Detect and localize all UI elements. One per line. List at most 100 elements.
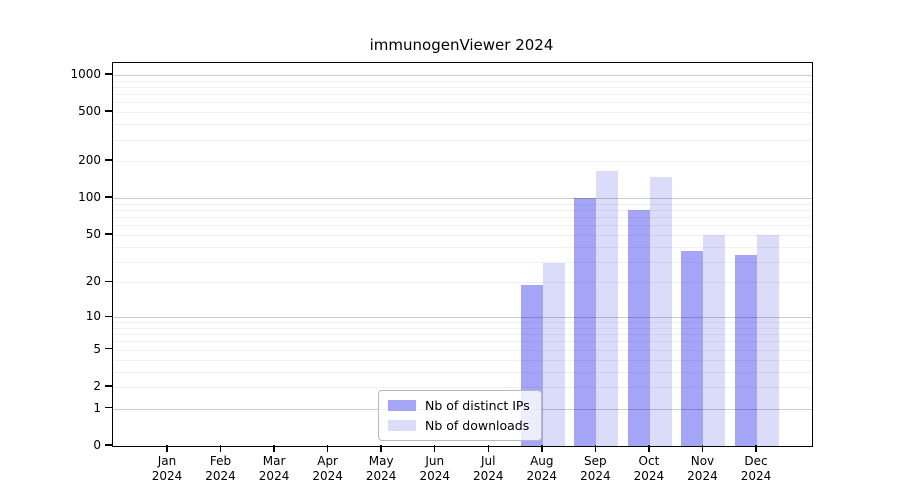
bar-oct-ips (627, 210, 650, 446)
x-tick-mark (648, 445, 650, 452)
y-tick-mark (105, 233, 112, 235)
minor-gridline (113, 94, 812, 96)
x-tick-month: Dec (744, 454, 768, 468)
bar-nov-ips (681, 250, 704, 446)
x-tick-label: Oct 2024 (617, 454, 681, 484)
minor-gridline (113, 246, 812, 248)
y-tick-label: 100 (78, 190, 101, 205)
minor-gridline (113, 359, 812, 361)
distinct-ips-swatch (388, 400, 416, 411)
x-tick-month: Jan (157, 454, 177, 468)
x-tick-month: Aug (530, 454, 554, 468)
y-tick-label: 200 (78, 153, 101, 168)
minor-gridline (113, 234, 812, 236)
x-tick-mark (594, 445, 597, 452)
bar-nov-downloads (703, 234, 726, 446)
x-tick-label: Dec 2024 (724, 454, 788, 484)
minor-gridline (113, 217, 812, 219)
x-tick-year: 2024 (312, 469, 343, 483)
minor-gridline (113, 341, 812, 343)
minor-gridline (113, 112, 812, 114)
legend-item-downloads: Nb of downloads (388, 418, 530, 433)
x-tick-mark (219, 445, 222, 452)
x-tick-mark (487, 445, 489, 452)
y-tick-mark (105, 110, 112, 112)
minor-gridline (113, 225, 812, 227)
major-gridline (113, 74, 812, 76)
minor-gridline (113, 261, 812, 263)
y-tick-mark (105, 196, 112, 198)
bar-oct-downloads (649, 176, 672, 446)
x-tick-year: 2024 (740, 469, 772, 483)
major-gridline (113, 198, 812, 200)
x-tick-year: 2024 (258, 469, 290, 483)
x-tick-year: 2024 (580, 469, 611, 483)
x-tick-month: Oct (638, 454, 660, 468)
minor-gridline (113, 124, 812, 126)
minor-gridline (113, 86, 812, 88)
legend-label-downloads: Nb of downloads (425, 418, 530, 433)
x-tick-year: 2024 (365, 469, 397, 483)
minor-gridline (113, 161, 812, 163)
minor-gridline (113, 80, 812, 82)
x-tick-year: 2024 (472, 469, 504, 483)
bar-dec-ips (735, 255, 757, 446)
y-tick-label: 2 (93, 379, 101, 393)
y-tick-mark (105, 280, 112, 283)
minor-gridline (113, 328, 812, 329)
x-tick-year: 2024 (633, 469, 665, 483)
plot-area (112, 62, 813, 447)
x-tick-month: Nov (690, 454, 715, 468)
minor-gridline (113, 282, 812, 284)
x-tick-year: 2024 (526, 469, 558, 483)
x-tick-label: Jun 2024 (403, 454, 467, 484)
x-tick-mark (755, 445, 757, 452)
y-tick-label: 20 (85, 274, 101, 289)
bar-sep-ips (574, 198, 597, 446)
x-tick-label: Jan 2024 (135, 454, 199, 484)
x-tick-mark (326, 445, 329, 452)
downloads-swatch (388, 420, 416, 431)
x-tick-mark (434, 445, 436, 452)
x-tick-year: 2024 (687, 469, 718, 483)
legend-item-distinct-ips: Nb of distinct IPs (388, 398, 530, 413)
x-tick-month: Apr (317, 454, 338, 468)
y-tick-mark (105, 444, 112, 446)
y-tick-mark (105, 159, 112, 161)
x-tick-label: Aug 2024 (510, 454, 574, 484)
y-tick-mark (105, 385, 112, 387)
y-tick-label: 50 (85, 226, 101, 241)
x-tick-label: May 2024 (349, 454, 413, 484)
y-tick-mark (105, 73, 112, 75)
y-tick-label: 0 (93, 438, 101, 452)
x-tick-label: Jul 2024 (456, 454, 520, 484)
x-tick-label: Mar 2024 (242, 454, 306, 484)
minor-gridline (113, 102, 812, 104)
minor-gridline (113, 322, 812, 324)
y-tick-label: 10 (85, 309, 101, 324)
x-tick-label: Feb 2024 (189, 454, 253, 484)
x-tick-month: Feb (209, 454, 232, 468)
x-tick-label: Nov 2024 (670, 454, 734, 484)
y-tick-mark (105, 315, 112, 317)
x-tick-label: Apr 2024 (296, 454, 360, 484)
y-tick-mark (105, 348, 112, 350)
x-tick-label: Sep 2024 (563, 454, 627, 484)
x-tick-year: 2024 (151, 469, 183, 483)
y-tick-label: 1 (93, 400, 101, 415)
bar-dec-downloads (757, 234, 779, 446)
minor-gridline (113, 139, 812, 141)
x-tick-year: 2024 (205, 469, 236, 483)
legend-label-distinct-ips: Nb of distinct IPs (425, 398, 530, 413)
minor-gridline (113, 210, 812, 211)
x-tick-mark (541, 445, 543, 452)
x-tick-month: Sep (584, 454, 607, 468)
x-tick-mark (701, 445, 704, 452)
y-tick-label: 5 (93, 341, 101, 356)
y-tick-label: 500 (78, 104, 101, 119)
y-tick-mark (105, 407, 112, 409)
x-tick-year: 2024 (419, 469, 450, 483)
x-tick-month: Jun (425, 454, 445, 468)
minor-gridline (113, 371, 812, 373)
